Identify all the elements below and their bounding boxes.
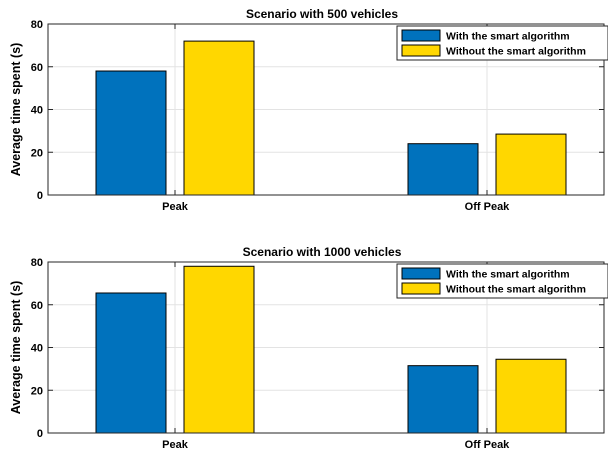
y-axis-label: Average time spent (s)	[9, 43, 23, 177]
chart-title: Scenario with 500 vehicles	[246, 7, 398, 21]
x-tick-label: Off Peak	[465, 201, 511, 213]
bar-with-peak	[95, 292, 167, 434]
legend: With the smart algorithm Without the smar…	[396, 25, 608, 61]
y-tick-label: 0	[37, 190, 43, 202]
y-tick-label: 80	[31, 257, 43, 269]
x-tick-label: Off Peak	[465, 439, 511, 451]
chart-panel-1: 0 20 40 60 80 Peak Off Peak Scenario with 500 v…	[9, 7, 608, 213]
legend-swatch-without	[401, 282, 441, 295]
legend-swatch-with	[401, 267, 441, 280]
bar-without-off-peak	[495, 133, 567, 196]
bar-with-off-peak	[407, 143, 479, 196]
y-tick-label: 40	[31, 105, 43, 117]
bar-with-peak	[95, 70, 167, 196]
x-tick-label: Peak	[162, 201, 189, 213]
x-tick-label: Peak	[162, 439, 189, 451]
legend-entry-without: Without the smart algorithm	[446, 284, 586, 296]
chart-panel-2: 0 20 40 60 80 Peak Off Peak Scenario with 1000 …	[9, 245, 608, 451]
y-tick-label: 20	[31, 147, 43, 159]
y-tick-label: 0	[37, 428, 43, 440]
legend-entry-without: Without the smart algorithm	[446, 46, 586, 58]
y-tick-label: 20	[31, 385, 43, 397]
legend-entry-with: With the smart algorithm	[446, 269, 570, 281]
y-tick-label: 80	[31, 19, 43, 31]
chart-title: Scenario with 1000 vehicles	[243, 245, 402, 259]
legend: With the smart algorithm Without the smar…	[396, 263, 608, 299]
y-tick-label: 60	[31, 62, 43, 74]
bar-without-off-peak	[495, 358, 567, 434]
bar-without-peak	[183, 265, 255, 434]
y-axis-label: Average time spent (s)	[9, 281, 23, 415]
legend-swatch-with	[401, 29, 441, 42]
y-tick-label: 40	[31, 343, 43, 355]
legend-entry-with: With the smart algorithm	[446, 31, 570, 43]
legend-swatch-without	[401, 44, 441, 57]
bar-with-off-peak	[407, 365, 479, 434]
bar-without-peak	[183, 40, 255, 196]
y-tick-label: 60	[31, 300, 43, 312]
